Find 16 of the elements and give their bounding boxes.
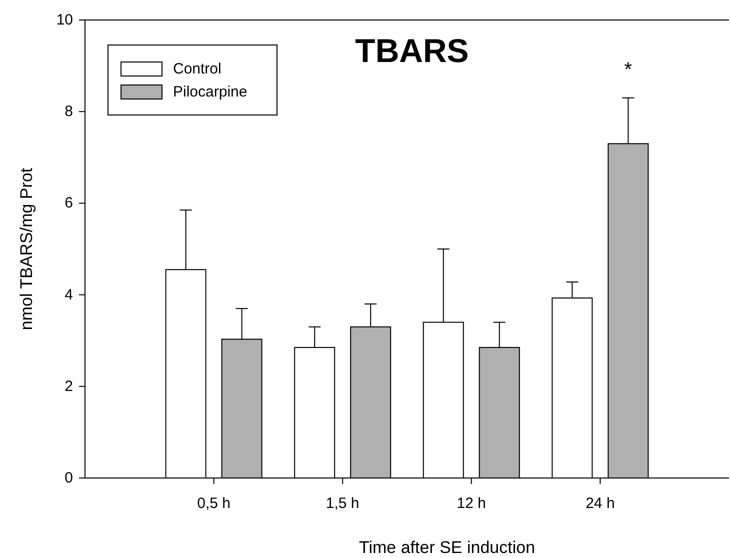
legend-label: Pilocarpine [173, 84, 248, 100]
y-tick-label: 8 [64, 103, 73, 120]
x-tick-label: 0,5 h [197, 495, 230, 512]
x-tick-label: 12 h [456, 495, 486, 512]
annotation: * [624, 58, 632, 81]
y-tick-label: 6 [64, 194, 73, 212]
x-tick-label: 24 h [586, 495, 615, 512]
y-axis-title: nmol TBARS/mg Prot [17, 168, 36, 330]
y-tick-label: 2 [64, 378, 73, 395]
y-tick-label: 4 [64, 286, 73, 304]
chart-title: TBARS [355, 32, 469, 69]
y-tick-label: 10 [56, 12, 73, 28]
x-axis-title: Time after SE induction [358, 538, 536, 557]
x-tick-label: 1,5 h [326, 495, 360, 512]
y-tick-label: 0 [64, 470, 73, 486]
legend-label: Control [173, 60, 222, 78]
